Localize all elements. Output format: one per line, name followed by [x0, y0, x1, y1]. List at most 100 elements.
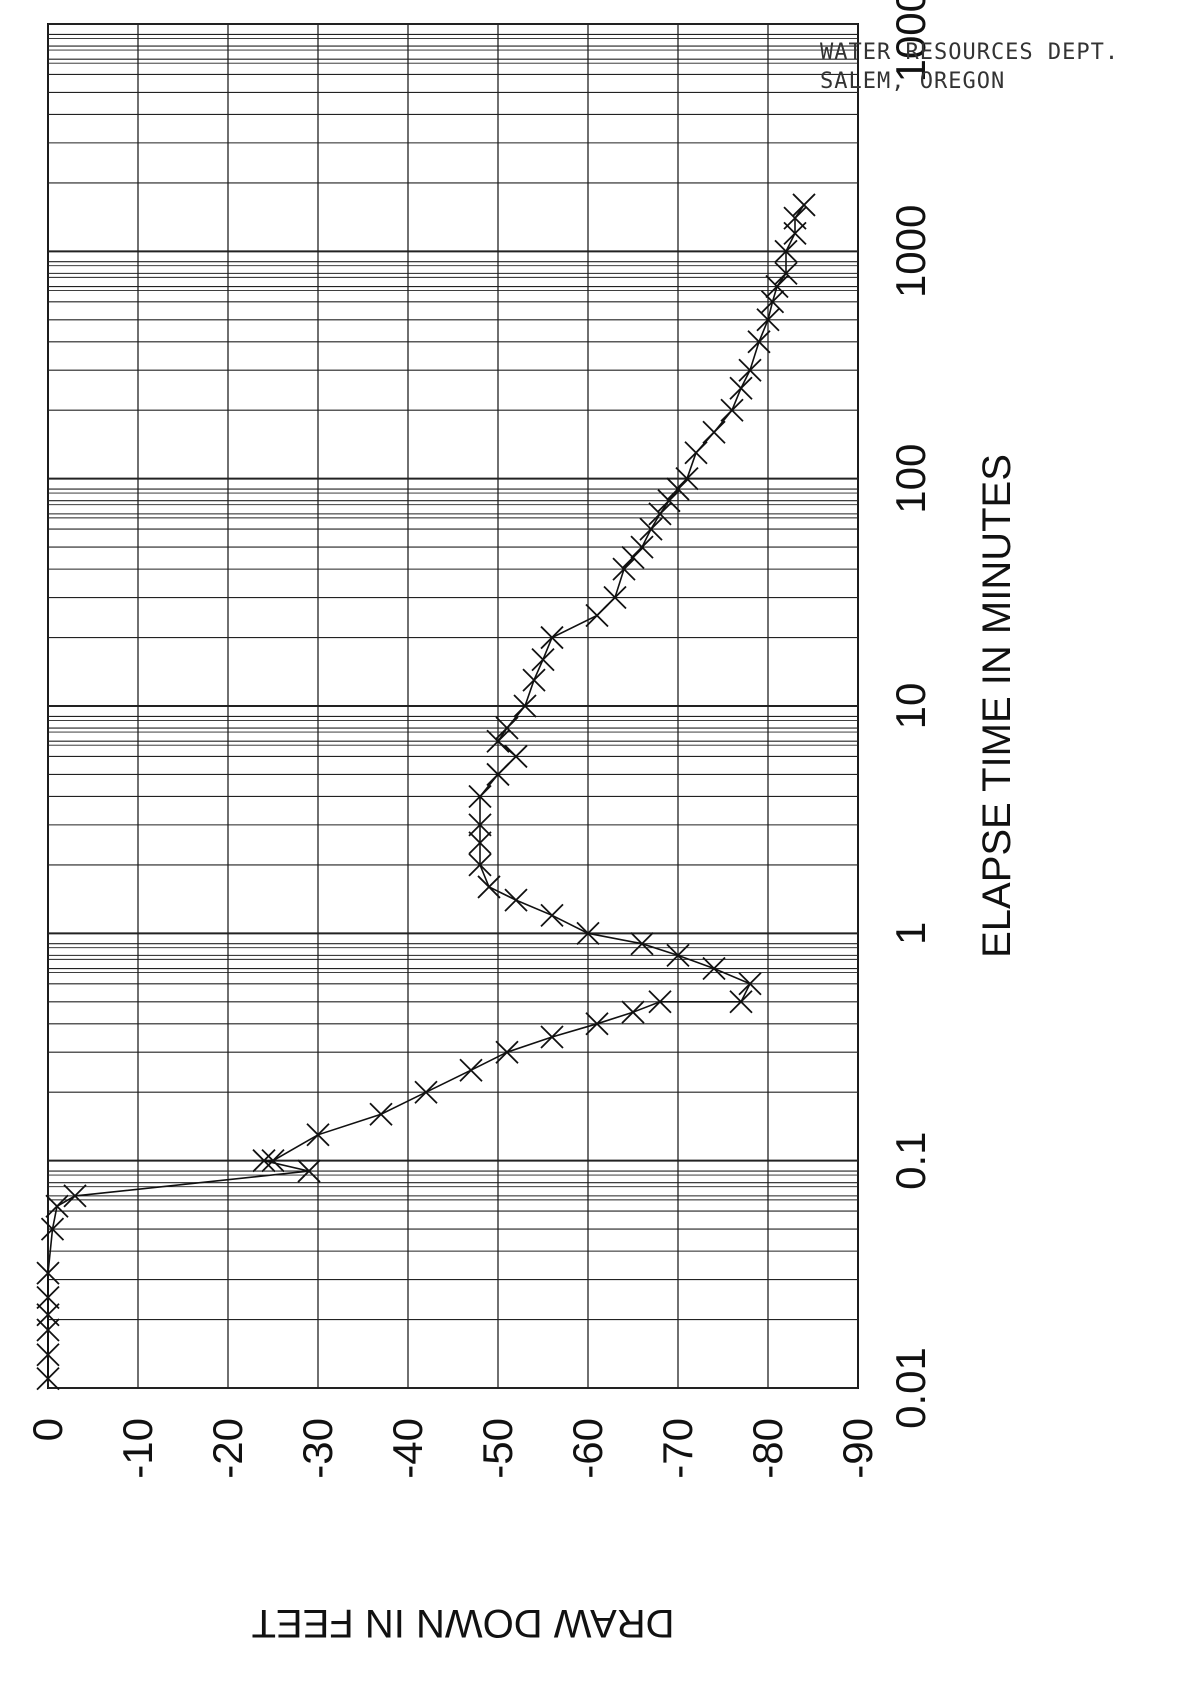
data-point-marker	[495, 1040, 519, 1064]
y-tick-label: -70	[654, 1418, 701, 1479]
data-point-marker	[783, 206, 807, 230]
data-point-stroke	[504, 888, 528, 912]
data-point-marker	[36, 1261, 60, 1285]
data-point-marker	[414, 1080, 438, 1104]
data-point-stroke	[666, 477, 690, 501]
data-point-marker	[468, 813, 492, 837]
x-tick-label: 1000	[887, 205, 934, 298]
data-point-marker	[792, 193, 816, 217]
data-point-marker	[36, 1303, 60, 1327]
data-point-marker	[648, 502, 672, 526]
data-point-stroke	[36, 1285, 60, 1310]
data-point-stroke	[666, 943, 690, 968]
data-point-marker	[720, 398, 744, 422]
data-point-stroke	[540, 1025, 564, 1049]
data-point-stroke	[540, 903, 564, 927]
data-point-marker	[576, 921, 600, 945]
data-point-marker	[729, 990, 753, 1014]
data-point-marker	[684, 441, 708, 465]
data-point-marker	[486, 729, 510, 753]
y-tick-label: -40	[384, 1418, 431, 1479]
data-point-stroke	[760, 290, 785, 314]
data-point-stroke	[36, 1261, 60, 1285]
data-point-stroke	[468, 831, 492, 855]
data-point-stroke	[576, 921, 600, 945]
data-point-stroke	[603, 585, 627, 610]
data-point-marker	[36, 1285, 60, 1310]
data-point-marker	[468, 784, 492, 809]
data-point-marker	[621, 1000, 645, 1024]
data-point-marker	[765, 274, 789, 299]
data-point-marker	[702, 956, 726, 981]
data-point-marker	[657, 489, 681, 513]
x-tick-label: 1	[887, 922, 934, 945]
data-point-marker	[612, 557, 636, 581]
series-polyline	[47, 204, 805, 1379]
data-point-stroke	[657, 489, 681, 513]
x-tick-label: 10	[887, 683, 934, 730]
data-point-stroke	[531, 647, 555, 672]
data-point-stroke	[720, 398, 744, 422]
data-point-marker	[738, 972, 762, 996]
data-point-marker	[747, 330, 771, 354]
data-point-marker	[522, 668, 546, 692]
data-point-marker	[540, 903, 564, 927]
data-point-marker	[504, 744, 528, 769]
data-point-marker	[756, 308, 780, 332]
data-point-marker	[306, 1123, 330, 1147]
data-point-marker	[369, 1102, 393, 1126]
data-point-stroke	[648, 990, 672, 1014]
data-point-marker	[702, 420, 726, 444]
y-tick-label: -60	[564, 1418, 611, 1479]
y-tick-label: 0	[24, 1418, 71, 1441]
y-tick-labels: 0 -10 -20 -30 -40 -50 -60 -70 -80 -90	[24, 1418, 881, 1479]
data-point-stroke	[468, 853, 492, 877]
data-point-stroke	[630, 932, 654, 956]
data-point-stroke	[639, 517, 663, 541]
data-point-stroke	[648, 502, 672, 526]
data-point-stroke	[621, 1000, 645, 1024]
x-axis-title: ELAPSE TIME IN MINUTES	[975, 454, 1019, 958]
stamp-line-2: SALEM, OREGON	[820, 69, 1006, 94]
data-point-marker	[585, 1012, 609, 1036]
data-point-stroke	[585, 1012, 609, 1036]
data-point-stroke	[738, 358, 762, 382]
data-point-stroke	[702, 956, 726, 981]
y-tick-label: -90	[834, 1418, 881, 1479]
data-point-stroke	[783, 206, 807, 230]
data-point-stroke	[540, 625, 564, 650]
data-point-stroke	[702, 420, 726, 444]
data-point-marker	[513, 694, 537, 718]
data-point-stroke	[495, 716, 519, 740]
y-tick-label: -80	[744, 1418, 791, 1479]
x-tick-label: 10000	[887, 0, 934, 82]
data-point-marker	[261, 1149, 285, 1173]
data-point-stroke	[369, 1102, 393, 1126]
data-point-stroke	[261, 1149, 285, 1173]
x-tick-label: 0.1	[887, 1131, 934, 1189]
data-point-stroke	[63, 1184, 87, 1208]
data-point-marker	[495, 716, 519, 740]
y-tick-label: -50	[474, 1418, 521, 1479]
data-point-marker	[477, 875, 501, 899]
data-point-marker	[36, 1343, 60, 1367]
data-point-marker	[666, 943, 690, 968]
data-point-marker	[760, 290, 785, 314]
data-point-stroke	[36, 1343, 60, 1367]
y-tick-label: -10	[114, 1418, 161, 1479]
data-point-marker	[540, 625, 564, 650]
data-point-marker	[675, 467, 699, 491]
data-point-stroke	[621, 545, 645, 570]
data-point-marker	[666, 477, 690, 501]
stamp: WATER RESOURCES DEPT. SALEM, OREGON	[820, 40, 1160, 94]
data-point-marker	[630, 932, 654, 956]
data-point-stroke	[612, 557, 636, 581]
data-point-stroke	[774, 261, 798, 286]
series-markers	[36, 193, 816, 1391]
data-point-marker	[774, 239, 798, 263]
data-point-stroke	[675, 467, 699, 491]
data-point-stroke	[297, 1159, 321, 1183]
data-point-stroke	[684, 441, 708, 465]
data-point-marker	[468, 831, 492, 855]
data-point-stroke	[477, 875, 501, 899]
